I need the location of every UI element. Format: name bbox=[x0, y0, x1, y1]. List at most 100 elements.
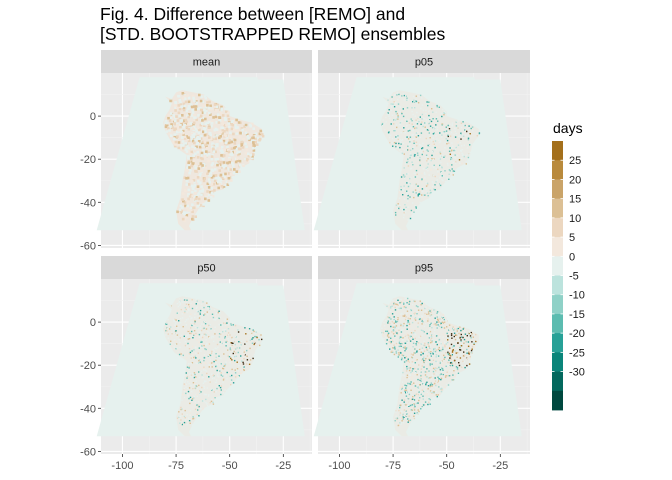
heatmap-cell bbox=[224, 335, 226, 338]
heatmap-cell bbox=[215, 381, 218, 383]
heatmap-cell bbox=[180, 408, 182, 411]
heatmap-cell bbox=[444, 147, 446, 149]
heatmap-cell bbox=[231, 150, 235, 154]
heatmap-cell bbox=[404, 390, 406, 393]
heatmap-cell bbox=[201, 142, 204, 146]
heatmap-cell bbox=[431, 151, 434, 153]
heatmap-cell bbox=[406, 393, 408, 396]
heatmap-cell bbox=[196, 413, 198, 416]
heatmap-cell bbox=[185, 177, 188, 180]
heatmap-cell bbox=[226, 378, 228, 380]
heatmap-cell bbox=[413, 142, 415, 144]
heatmap-cell bbox=[408, 122, 411, 124]
heatmap-cell bbox=[448, 359, 450, 361]
heatmap-cell bbox=[412, 354, 414, 356]
heatmap-cell bbox=[393, 320, 395, 322]
heatmap-cell bbox=[196, 362, 198, 365]
heatmap-cell bbox=[435, 360, 437, 363]
heatmap-cell bbox=[394, 119, 397, 121]
heatmap-cell bbox=[214, 315, 217, 317]
heatmap-cell bbox=[200, 340, 202, 343]
heatmap-cell bbox=[196, 202, 200, 205]
heatmap-cell bbox=[436, 347, 438, 349]
heatmap-cell bbox=[415, 141, 418, 143]
heatmap-cell bbox=[226, 148, 230, 151]
heatmap-cell bbox=[429, 355, 431, 358]
heatmap-cell bbox=[467, 159, 469, 161]
heatmap-cell bbox=[193, 132, 196, 136]
heatmap-cell bbox=[444, 322, 446, 325]
heatmap-cell bbox=[183, 95, 187, 98]
heatmap-cell bbox=[197, 180, 200, 183]
heatmap-cell bbox=[196, 404, 198, 406]
heatmap-cell bbox=[444, 180, 447, 183]
heatmap-cell bbox=[218, 116, 222, 119]
heatmap-cell bbox=[453, 170, 456, 172]
heatmap-cell bbox=[189, 208, 193, 212]
heatmap-cell bbox=[219, 112, 223, 116]
heatmap-cell bbox=[428, 330, 431, 332]
heatmap-cell bbox=[432, 140, 434, 143]
heatmap-cell bbox=[198, 359, 201, 361]
heatmap-cell bbox=[441, 368, 444, 370]
heatmap-cell bbox=[456, 328, 458, 330]
heatmap-cell bbox=[205, 348, 207, 351]
heatmap-cell bbox=[442, 333, 445, 335]
heatmap-cell bbox=[232, 351, 234, 353]
heatmap-cell bbox=[459, 326, 461, 328]
heatmap-cell bbox=[190, 125, 193, 128]
heatmap-cell bbox=[252, 141, 255, 144]
heatmap-cell bbox=[211, 354, 213, 356]
heatmap-cell bbox=[403, 391, 405, 393]
heatmap-cell bbox=[179, 101, 182, 104]
heatmap-cell bbox=[469, 331, 471, 333]
heatmap-cell bbox=[422, 353, 424, 355]
heatmap-cell bbox=[400, 313, 402, 315]
heatmap-cell bbox=[209, 365, 211, 367]
heatmap-cell bbox=[421, 347, 424, 349]
heatmap-cell bbox=[170, 123, 173, 126]
heatmap-cell bbox=[190, 384, 192, 387]
heatmap-cell bbox=[388, 111, 391, 113]
heatmap-cell bbox=[412, 314, 415, 316]
heatmap-cell bbox=[194, 116, 197, 119]
heatmap-cell bbox=[191, 324, 193, 327]
heatmap-cell bbox=[230, 167, 234, 170]
heatmap-cell bbox=[238, 375, 240, 377]
heatmap-cell bbox=[196, 150, 199, 154]
heatmap-cell bbox=[200, 327, 202, 330]
heatmap-cell bbox=[471, 355, 473, 357]
heatmap-cell bbox=[397, 116, 399, 118]
heatmap-cell bbox=[445, 336, 448, 338]
heatmap-cell bbox=[188, 353, 191, 355]
heatmap-cell bbox=[444, 155, 446, 157]
heatmap-cell bbox=[413, 337, 416, 339]
heatmap-cell bbox=[188, 338, 191, 340]
heatmap-cell bbox=[414, 394, 416, 397]
heatmap-cell bbox=[199, 331, 202, 333]
heatmap-cell bbox=[407, 185, 410, 188]
heatmap-cell bbox=[203, 127, 206, 131]
heatmap-cell bbox=[393, 318, 395, 321]
heatmap-cell bbox=[451, 364, 454, 367]
heatmap-cell bbox=[393, 119, 396, 122]
heatmap-cell bbox=[169, 117, 173, 120]
heatmap-cell bbox=[452, 349, 454, 351]
heatmap-cell bbox=[207, 186, 211, 189]
heatmap-cell bbox=[444, 341, 446, 343]
heatmap-cell bbox=[201, 111, 205, 114]
heatmap-cell bbox=[219, 135, 222, 138]
heatmap-cell bbox=[436, 104, 438, 107]
heatmap-cell bbox=[244, 131, 248, 135]
heatmap-cell bbox=[197, 114, 200, 117]
heatmap-cell bbox=[211, 361, 214, 364]
heatmap-cell bbox=[185, 301, 188, 304]
heatmap-cell bbox=[419, 201, 421, 204]
heatmap-cell bbox=[438, 386, 440, 388]
heatmap-cell bbox=[429, 154, 431, 156]
heatmap-cell bbox=[427, 385, 430, 387]
heatmap-cell bbox=[416, 173, 418, 175]
heatmap-cell bbox=[190, 353, 193, 356]
heatmap-cell bbox=[178, 300, 181, 303]
x-tick-label: -25 bbox=[492, 460, 508, 472]
